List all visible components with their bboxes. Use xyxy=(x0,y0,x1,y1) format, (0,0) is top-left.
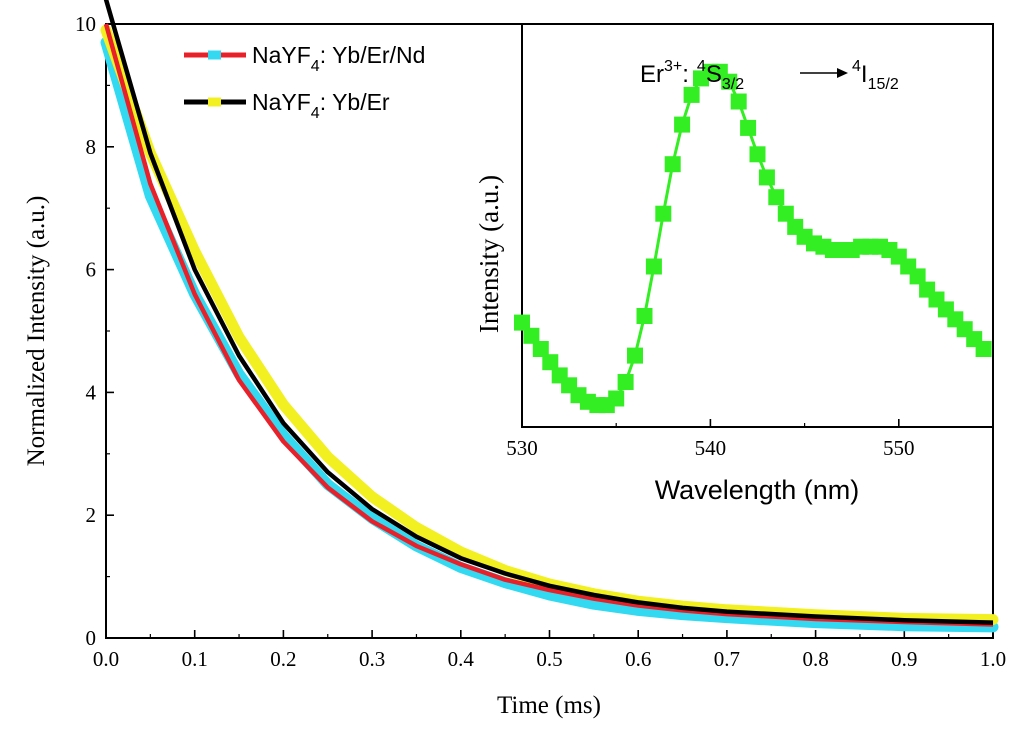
main-y-tick-label: 6 xyxy=(86,258,97,282)
main-x-tick-label: 0.6 xyxy=(625,647,651,671)
main-y-axis: 0 2 4 6 8 10 xyxy=(75,12,114,650)
transition-label-end: 4I15/2 xyxy=(852,58,899,93)
inset-spectrum-point xyxy=(777,205,794,222)
main-x-tick-label: 0.0 xyxy=(93,647,119,671)
decay-data-series-0 xyxy=(100,36,999,633)
main-x-tick-label: 1.0 xyxy=(980,647,1006,671)
inset-spectrum-point xyxy=(645,258,662,275)
decay-fit-curve-0 xyxy=(103,23,994,627)
main-x-tick-label: 0.4 xyxy=(448,647,475,671)
inset-spectrum-point xyxy=(721,73,738,90)
inset-spectrum-point xyxy=(768,189,785,206)
legend-label: NaYF4: Yb/Er/Nd xyxy=(252,42,425,75)
main-x-tick-label: 0.2 xyxy=(270,647,296,671)
transition-label-start: Er3+: 4S3/2 xyxy=(640,58,744,93)
legend-label: NaYF4: Yb/Er xyxy=(252,89,390,122)
main-y-tick-label: 2 xyxy=(86,503,97,527)
inset-spectrum-point xyxy=(664,156,681,173)
main-x-axis-title: Time (ms) xyxy=(497,692,601,719)
inset-spectrum-point xyxy=(608,390,625,407)
legend-entry-1: NaYF4: Yb/Er xyxy=(184,89,390,122)
main-x-tick-label: 0.9 xyxy=(891,647,917,671)
main-y-tick-label: 10 xyxy=(75,12,96,36)
arrow-head-icon xyxy=(837,68,848,78)
inset-x-axis: 530 540 550 xyxy=(506,419,915,460)
legend-marker-swatch xyxy=(208,50,221,60)
inset-spectrum-point xyxy=(730,93,747,110)
inset-spectrum-point xyxy=(627,347,643,364)
inset-spectrum-point xyxy=(532,341,549,357)
legend-entry-0: NaYF4: Yb/Er/Nd xyxy=(184,42,425,75)
inset-spectrum-point xyxy=(909,268,926,285)
inset-spectrum-point xyxy=(683,86,700,103)
inset-spectrum-point xyxy=(674,116,691,133)
main-x-tick-label: 0.3 xyxy=(359,647,385,671)
inset-spectrum-point xyxy=(975,341,992,357)
inset-spectrum-point xyxy=(749,146,766,163)
inset-spectrum-point xyxy=(542,354,559,371)
main-x-tick-label: 0.8 xyxy=(802,647,828,671)
inset-x-tick-label: 550 xyxy=(883,436,915,460)
inset-spectrum-point xyxy=(655,205,672,222)
main-y-tick-label: 0 xyxy=(86,626,97,650)
inset-spectrum-point xyxy=(758,169,775,186)
inset-spectrum-point xyxy=(617,374,634,390)
inset-x-tick-label: 530 xyxy=(506,436,538,460)
main-x-tick-label: 0.5 xyxy=(536,647,562,671)
main-x-tick-label: 0.1 xyxy=(182,647,208,671)
main-x-axis: 0.0 0.1 0.2 0.3 0.4 0.5 0.6 0.7 0.8 0.9 1.0 xyxy=(93,630,1006,671)
inset-series-group xyxy=(514,63,992,414)
inset-spectrum-point xyxy=(740,119,757,136)
inset-y-axis-title: Intensity (a.u.) xyxy=(474,175,504,333)
inset-x-tick-label: 540 xyxy=(695,436,727,460)
inset-spectrum-point xyxy=(523,327,540,344)
legend-marker-swatch xyxy=(208,97,221,107)
main-x-tick-label: 0.7 xyxy=(714,647,740,671)
transition-annotation: Er3+: 4S3/2 4I15/2 xyxy=(640,58,899,93)
inset-plot-frame xyxy=(521,23,994,428)
inset-x-axis-title: Wavelength (nm) xyxy=(655,475,860,505)
decay-fit-curve-1 xyxy=(103,0,994,625)
inset-spectrum-point xyxy=(636,308,653,324)
main-y-axis-title: Normalized Intensity (a.u.) xyxy=(23,196,50,467)
main-series-group xyxy=(100,0,999,633)
main-y-tick-label: 8 xyxy=(86,135,97,159)
inset-spectrum-point xyxy=(514,314,530,331)
main-y-tick-label: 4 xyxy=(86,380,97,404)
legend: NaYF4: Yb/Er/Nd NaYF4: Yb/Er xyxy=(184,42,425,122)
